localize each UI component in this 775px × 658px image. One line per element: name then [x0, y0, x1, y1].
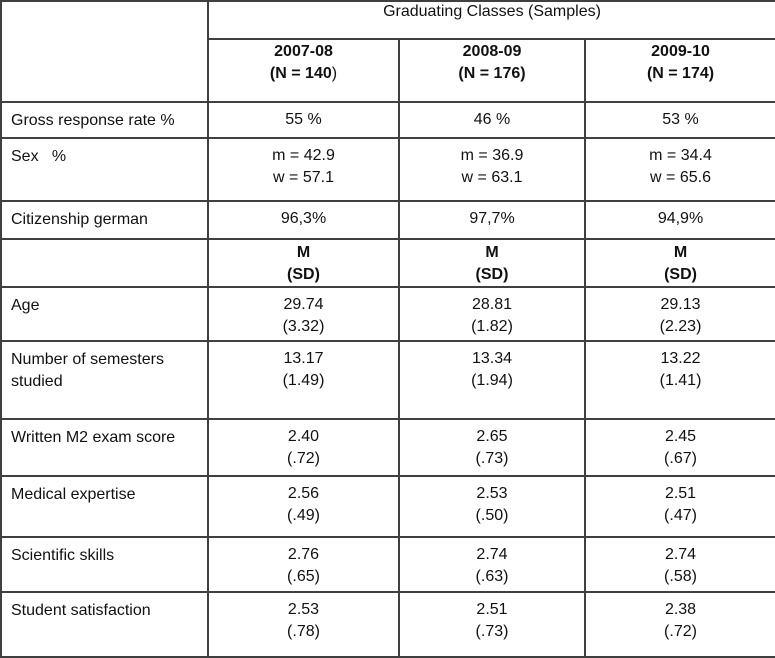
table-row-sex: Sex % m = 42.9 w = 57.1 m = 36.9 w = 63.… [0, 137, 775, 202]
cell-value: 55 % [207, 101, 400, 139]
table-row-age: Age 29.74 (3.32) 28.81 (1.82) 29.13 (2.2… [0, 286, 775, 342]
corner-empty-cell [0, 0, 209, 103]
table-row-student-satisfaction: Student satisfaction 2.53 (.78) 2.51 (.7… [0, 591, 775, 658]
cell-value: m = 34.4 w = 65.6 [583, 137, 775, 202]
table-row-medical-expertise: Medical expertise 2.56 (.49) 2.53 (.50) … [0, 475, 775, 538]
year-header-2009-10: 2009-10 (N = 174) [583, 38, 775, 103]
cell-value: 2.76 (.65) [207, 536, 400, 593]
year-label: 2007-08 [274, 43, 333, 60]
row-label: Written M2 exam score [0, 418, 209, 477]
cell-value: 13.17 (1.49) [207, 340, 400, 420]
cell-value: 2.53 (.78) [207, 591, 400, 658]
cell-value: 13.22 (1.41) [583, 340, 775, 420]
cell-value: M (SD) [398, 238, 586, 288]
row-label: Gross response rate % [0, 101, 209, 139]
cell-value: 53 % [583, 101, 775, 139]
year-header-row: 2007-08 (N = 140) 2008-09 (N = 176) 2009… [1, 38, 775, 103]
table-row-written-m2: Written M2 exam score 2.40 (.72) 2.65 (.… [0, 418, 775, 477]
year-header-2008-09: 2008-09 (N = 176) [398, 38, 586, 103]
cell-value: 2.38 (.72) [583, 591, 775, 658]
row-label: Scientific skills [0, 536, 209, 593]
row-label: Medical expertise [0, 475, 209, 538]
row-label: Sex % [0, 137, 209, 202]
cell-value: 2.45 (.67) [583, 418, 775, 477]
cell-value: 29.74 (3.32) [207, 286, 400, 342]
cell-value: 2.74 (.58) [583, 536, 775, 593]
cell-value: 2.65 (.73) [398, 418, 586, 477]
year-label: 2008-09 [462, 43, 522, 60]
cell-value: 2.51 (.73) [398, 591, 586, 658]
row-label: Number of semesters studied [0, 340, 209, 420]
row-label: Citizenship german [0, 200, 209, 240]
cell-value: m = 42.9 w = 57.1 [207, 137, 400, 202]
cell-value: 2.40 (.72) [207, 418, 400, 477]
row-label: Age [0, 286, 209, 342]
cell-value: 96,3% [207, 200, 400, 240]
cell-value: m = 36.9 w = 63.1 [398, 137, 586, 202]
cell-value: 2.56 (.49) [207, 475, 400, 538]
year-header-2007-08: 2007-08 (N = 140) [207, 38, 400, 103]
cell-value: 46 % [398, 101, 586, 139]
group-header: Graduating Classes (Samples) [206, 0, 775, 40]
row-label [0, 238, 209, 288]
cell-value: 97,7% [398, 200, 586, 240]
cell-value: 13.34 (1.94) [398, 340, 586, 420]
table-row-m-sd-header: M (SD) M (SD) M (SD) [0, 238, 775, 288]
cell-value: 2.51 (.47) [583, 475, 775, 538]
cell-value: 2.53 (.50) [398, 475, 586, 538]
n-label: (N = 140) [269, 65, 338, 82]
table-row-scientific-skills: Scientific skills 2.76 (.65) 2.74 (.63) … [0, 536, 775, 593]
group-header-row: Graduating Classes (Samples) [0, 0, 775, 103]
year-label: 2009-10 [651, 43, 710, 60]
cell-value: M (SD) [207, 238, 400, 288]
table-row-gross-response-rate: Gross response rate % 55 % 46 % 53 % [0, 101, 775, 139]
row-label: Student satisfaction [0, 591, 209, 658]
n-label: (N = 176) [458, 65, 526, 82]
n-label: (N = 174) [646, 65, 715, 82]
cell-value: M (SD) [583, 238, 775, 288]
cell-value: 29.13 (2.23) [583, 286, 775, 342]
cell-value: 28.81 (1.82) [398, 286, 586, 342]
table-row-semesters: Number of semesters studied 13.17 (1.49)… [0, 340, 775, 420]
cell-value: 2.74 (.63) [398, 536, 586, 593]
cell-value: 94,9% [583, 200, 775, 240]
table-row-citizenship: Citizenship german 96,3% 97,7% 94,9% [0, 200, 775, 240]
